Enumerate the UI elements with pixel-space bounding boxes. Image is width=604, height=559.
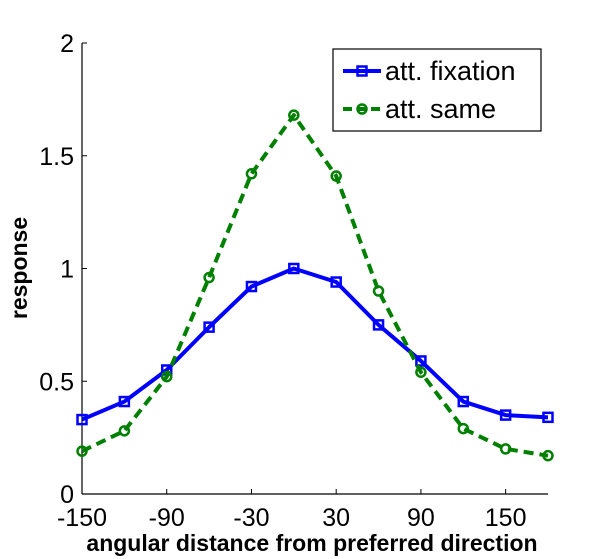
data-point xyxy=(330,276,342,288)
x-tick-label: 150 xyxy=(485,504,527,532)
data-point xyxy=(245,168,258,180)
data-point xyxy=(203,271,215,284)
data-point xyxy=(457,395,470,408)
legend-marker xyxy=(356,103,368,115)
legend-label: att. same xyxy=(385,94,496,124)
x-tick-label: 30 xyxy=(322,504,350,532)
legend-label: att. fixation xyxy=(385,56,516,86)
data-point xyxy=(499,443,512,455)
y-tick-label: 2 xyxy=(60,30,74,58)
data-point xyxy=(76,413,88,426)
legend-marker xyxy=(356,65,368,77)
series-layer xyxy=(76,109,554,462)
axes: 0 0.5 1 1.5 2 -150 -90 -30 30 90 150 xyxy=(39,30,548,532)
x-axis-label: angular distance from preferred directio… xyxy=(86,530,537,556)
x-tick-label: -30 xyxy=(233,504,269,532)
x-tick-label: -150 xyxy=(57,504,107,532)
legend-entry: att. fixation xyxy=(343,56,516,86)
data-point xyxy=(203,321,215,333)
data-point xyxy=(288,109,300,121)
data-point xyxy=(118,395,131,408)
series-2 xyxy=(76,109,554,462)
legend: att. fixation att. same xyxy=(332,48,542,132)
data-point xyxy=(415,355,427,367)
data-point xyxy=(499,409,512,421)
legend-box xyxy=(332,48,542,132)
data-point xyxy=(245,280,258,293)
y-tick-label: 0.5 xyxy=(39,368,74,396)
data-point xyxy=(415,366,427,378)
data-point xyxy=(372,285,385,297)
data-point xyxy=(288,262,300,275)
x-tick-label: -90 xyxy=(149,504,185,532)
y-tick-label: 1 xyxy=(60,256,74,284)
y-axis-label: response xyxy=(6,217,32,319)
y-tick-label: 1.5 xyxy=(39,143,74,171)
data-point xyxy=(542,411,554,424)
data-point xyxy=(457,422,470,435)
series-line xyxy=(81,266,549,422)
data-point xyxy=(372,319,385,331)
data-point xyxy=(76,445,88,457)
legend-entry: att. same xyxy=(343,94,496,124)
y-tick-label: 0 xyxy=(60,481,74,509)
x-tick-label: 90 xyxy=(407,504,435,532)
data-point xyxy=(330,170,342,182)
data-point xyxy=(160,370,173,383)
data-point xyxy=(542,449,554,462)
series-line xyxy=(81,113,549,458)
data-point xyxy=(118,425,131,437)
